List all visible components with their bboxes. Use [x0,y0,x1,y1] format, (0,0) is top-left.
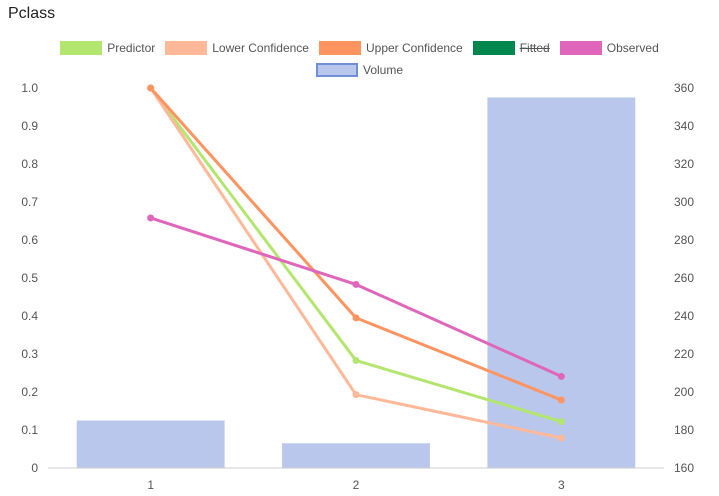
right-axis-tick: 340 [674,119,694,133]
series-point-observed [352,280,360,288]
legend-row-1: Predictor Lower Confidence Upper Confide… [0,41,719,55]
legend-swatch-upper-confidence [318,41,361,55]
legend-swatch-fitted [472,41,515,55]
x-axis-tick: 1 [147,478,154,492]
legend-label-lower-confidence: Lower Confidence [212,41,309,55]
legend-label-fitted: Fitted [519,41,550,55]
legend-item-predictor[interactable]: Predictor [60,41,155,55]
right-axis-tick: 200 [674,385,694,399]
x-axis-tick: 3 [558,478,565,492]
volume-bar-2 [282,443,430,468]
legend-item-volume[interactable]: Volume [315,63,404,77]
legend-item-lower-confidence[interactable]: Lower Confidence [165,41,309,55]
chart-title: Pclass [8,5,56,22]
legend-swatch-predictor [60,41,103,55]
series-point-observed [557,372,565,380]
legend-item-upper-confidence[interactable]: Upper Confidence [318,41,463,55]
series-point-predictor [557,418,565,426]
legend-row-2: Volume [0,63,719,77]
volume-bar-3 [487,97,636,468]
left-axis-tick: 0.1 [21,423,38,437]
left-axis-tick: 0.5 [21,271,38,285]
series-point-upper-confidence [352,314,360,322]
legend-label-predictor: Predictor [107,41,156,55]
right-axis-tick: 360 [674,81,694,95]
left-axis-tick: 0.4 [21,309,38,323]
series-point-predictor [352,356,360,364]
right-axis-tick: 280 [674,233,694,247]
left-axis-tick: 0.6 [21,233,38,247]
volume-bar-1 [76,420,225,468]
series-point-upper-confidence [557,396,565,404]
legend-swatch-observed [559,41,602,55]
right-axis-tick: 240 [674,309,694,323]
legend-swatch-lower-confidence [165,41,208,55]
series-point-lower-confidence [352,391,360,399]
series-point-upper-confidence [147,84,155,92]
left-axis-tick: 1.0 [21,81,38,95]
left-axis-tick: 0.8 [21,157,38,171]
legend-label-upper-confidence: Upper Confidence [365,41,463,55]
right-axis-tick: 220 [674,347,694,361]
legend-label-volume: Volume [362,63,404,77]
left-axis-tick: 0.3 [21,347,38,361]
right-axis-tick: 300 [674,195,694,209]
right-axis-tick: 180 [674,423,694,437]
series-point-lower-confidence [557,434,565,442]
left-axis-tick: 0.7 [21,195,38,209]
left-axis-tick: 0 [31,461,38,475]
series-lines [147,84,565,442]
legend-swatch-volume [315,63,358,77]
left-axis-tick: 0.9 [21,119,38,133]
series-point-observed [147,214,155,222]
right-axis-tick: 260 [674,271,694,285]
legend-item-observed[interactable]: Observed [559,41,659,55]
right-axis-tick: 160 [674,461,694,475]
axes: 0 0.1 0.2 0.3 0.4 0.5 0.6 0.7 0.8 0.9 1.0 160 180 200… [21,81,694,492]
right-axis-tick: 320 [674,157,694,171]
legend-item-fitted[interactable]: Fitted [472,41,550,55]
x-axis-tick: 2 [353,478,360,492]
legend-label-observed: Observed [606,41,659,55]
left-axis-tick: 0.2 [21,385,38,399]
